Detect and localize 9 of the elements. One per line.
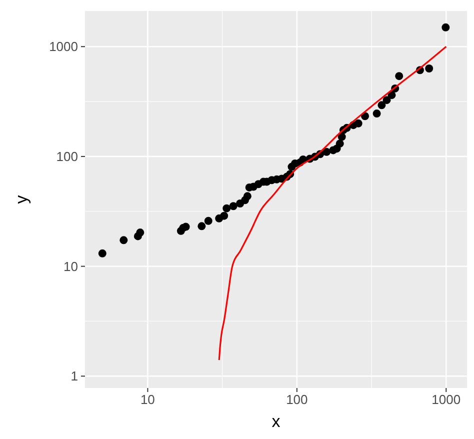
x-tick-label: 100 <box>286 392 308 407</box>
y-tick-label: 1000 <box>49 39 78 54</box>
x-tick-label: 10 <box>140 392 155 407</box>
x-axis-title: x <box>272 412 281 431</box>
y-axis-title: y <box>12 194 31 204</box>
x-tick-label: 1000 <box>432 392 461 407</box>
y-tick-label: 1 <box>70 368 78 384</box>
y-tick-label: 100 <box>56 149 78 164</box>
y-tick-label: 10 <box>64 258 78 274</box>
